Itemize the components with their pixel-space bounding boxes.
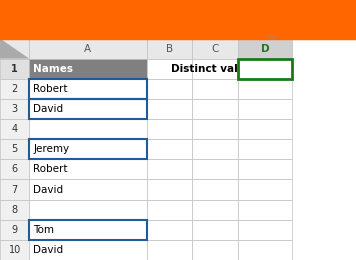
Bar bbox=[192, 119, 238, 139]
Bar bbox=[0, 99, 29, 119]
Bar bbox=[192, 240, 238, 260]
Text: Robert: Robert bbox=[33, 84, 68, 94]
Bar bbox=[192, 79, 238, 99]
Bar bbox=[192, 99, 238, 119]
Text: David: David bbox=[33, 245, 64, 255]
Bar bbox=[147, 58, 192, 79]
Bar bbox=[147, 200, 192, 220]
Bar bbox=[147, 159, 192, 179]
Bar bbox=[238, 179, 292, 200]
Bar bbox=[29, 220, 147, 240]
Bar bbox=[0, 58, 29, 79]
Bar bbox=[238, 38, 292, 58]
Text: Names: Names bbox=[33, 64, 73, 74]
Text: 4: 4 bbox=[278, 62, 287, 75]
Bar bbox=[147, 99, 192, 119]
Text: A: A bbox=[84, 43, 91, 54]
Bar bbox=[147, 38, 192, 58]
Bar bbox=[29, 79, 147, 99]
Bar bbox=[147, 179, 192, 200]
Bar bbox=[29, 240, 147, 260]
Bar bbox=[238, 159, 292, 179]
Bar bbox=[0, 38, 29, 58]
Text: David: David bbox=[33, 104, 64, 114]
Bar bbox=[29, 139, 147, 159]
Text: {=SUM(IF(A2:A10<>"",1/COUNTIF(A2:A10, A2:A10), 0))}: {=SUM(IF(A2:A10<>"",1/COUNTIF(A2:A10, A2… bbox=[5, 14, 351, 24]
Text: 7: 7 bbox=[11, 185, 18, 194]
Bar bbox=[147, 220, 192, 240]
Bar bbox=[0, 139, 29, 159]
Bar bbox=[0, 240, 29, 260]
Bar bbox=[147, 119, 192, 139]
Bar bbox=[192, 179, 238, 200]
Text: B: B bbox=[166, 43, 173, 54]
Polygon shape bbox=[0, 38, 29, 58]
Bar bbox=[0, 220, 29, 240]
Text: 9: 9 bbox=[11, 225, 18, 235]
Bar bbox=[238, 58, 292, 79]
Bar bbox=[0, 200, 29, 220]
Text: 5: 5 bbox=[11, 144, 18, 154]
Bar bbox=[0, 159, 29, 179]
Bar bbox=[29, 159, 147, 179]
Bar bbox=[192, 38, 238, 58]
Bar bbox=[238, 139, 292, 159]
FancyBboxPatch shape bbox=[0, 0, 356, 38]
Bar bbox=[238, 99, 292, 119]
Bar bbox=[29, 79, 147, 99]
Text: 3: 3 bbox=[11, 104, 18, 114]
Bar bbox=[192, 200, 238, 220]
Bar bbox=[29, 38, 147, 58]
Bar bbox=[147, 240, 192, 260]
Bar bbox=[0, 79, 29, 99]
Bar bbox=[29, 220, 147, 240]
Bar bbox=[29, 58, 147, 79]
Bar bbox=[238, 79, 292, 99]
Bar bbox=[192, 139, 238, 159]
Bar bbox=[29, 139, 147, 159]
Text: 6: 6 bbox=[11, 164, 18, 174]
Bar bbox=[29, 99, 147, 119]
Bar bbox=[29, 200, 147, 220]
Text: 8: 8 bbox=[11, 205, 18, 215]
Bar bbox=[238, 220, 292, 240]
Text: Robert: Robert bbox=[33, 164, 68, 174]
Bar bbox=[29, 179, 147, 200]
Bar bbox=[238, 240, 292, 260]
Bar bbox=[192, 220, 238, 240]
Bar bbox=[192, 58, 238, 79]
Bar bbox=[238, 200, 292, 220]
Text: 4: 4 bbox=[11, 124, 18, 134]
Bar bbox=[29, 119, 147, 139]
Bar bbox=[0, 119, 29, 139]
Text: Tom: Tom bbox=[33, 225, 54, 235]
Bar bbox=[238, 119, 292, 139]
Bar bbox=[192, 159, 238, 179]
Text: 10: 10 bbox=[9, 245, 21, 255]
Text: D: D bbox=[261, 43, 269, 54]
Bar bbox=[29, 99, 147, 119]
Text: Distinct values: Distinct values bbox=[171, 64, 259, 74]
Text: 2: 2 bbox=[11, 84, 18, 94]
Bar bbox=[147, 79, 192, 99]
Bar bbox=[0, 179, 29, 200]
Text: David: David bbox=[33, 185, 64, 194]
Text: Jeremy: Jeremy bbox=[33, 144, 69, 154]
Bar bbox=[147, 139, 192, 159]
Text: C: C bbox=[211, 43, 219, 54]
Text: 1: 1 bbox=[11, 64, 18, 74]
